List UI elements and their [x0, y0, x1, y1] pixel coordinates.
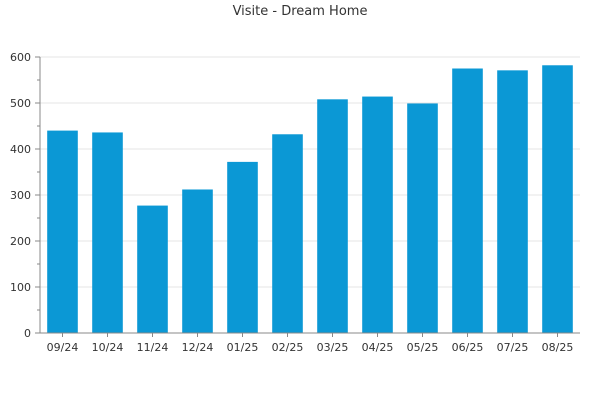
y-tick-label: 100 [10, 281, 31, 294]
bar-11-24 [137, 205, 168, 333]
bar-03-25 [317, 99, 348, 333]
x-tick-label: 04/25 [362, 341, 394, 354]
x-tick-label: 01/25 [227, 341, 259, 354]
bars [47, 65, 573, 334]
y-tick-label: 600 [10, 51, 31, 64]
bar-08-25 [542, 65, 573, 333]
bar-06-25 [452, 68, 483, 333]
bar-07-25 [497, 70, 528, 333]
x-tick-label: 09/24 [47, 341, 79, 354]
y-tick-label: 300 [10, 189, 31, 202]
bar-02-25 [272, 134, 303, 333]
x-tick-label: 06/25 [452, 341, 484, 354]
x-tick-label: 07/25 [497, 341, 529, 354]
bar-09-24 [47, 130, 78, 333]
x-tick-label: 11/24 [137, 341, 169, 354]
x-tick-label: 10/24 [92, 341, 124, 354]
chart-title: Visite - Dream Home [233, 4, 368, 19]
x-tick-label: 08/25 [542, 341, 574, 354]
y-tick-label: 500 [10, 97, 31, 110]
bar-04-25 [362, 96, 393, 333]
axes [35, 56, 580, 337]
bar-10-24 [92, 132, 123, 333]
y-tick-label: 200 [10, 235, 31, 248]
y-tick-label: 0 [24, 327, 31, 340]
x-tick-label: 12/24 [182, 341, 214, 354]
x-tick-label: 05/25 [407, 341, 439, 354]
x-tick-label: 02/25 [272, 341, 304, 354]
bar-01-25 [227, 161, 258, 333]
x-tick-label: 03/25 [317, 341, 349, 354]
bar-12-24 [182, 189, 213, 333]
tick-labels: 0 100 200 300 400 500 600 09/24 10/24 11/24 12/24 0… [10, 51, 573, 354]
gridlines [40, 56, 580, 288]
bar-05-25 [407, 103, 438, 334]
y-tick-label: 400 [10, 143, 31, 156]
